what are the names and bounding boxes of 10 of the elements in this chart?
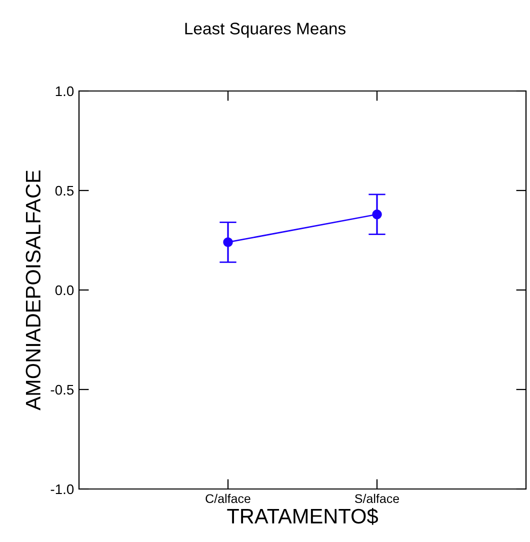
y-axis-title: AMONIADEPOISALFACE <box>26 170 41 410</box>
y-tick-label: 1.0 <box>56 86 74 96</box>
x-tick-label: C/alface <box>206 494 250 504</box>
x-tick-label: S/alface <box>354 494 400 504</box>
y-tick-label: 0.5 <box>55 186 74 196</box>
x-axis-title: TRATAMENTO$ <box>227 508 378 525</box>
chart-title: Least Squares Means <box>185 22 346 38</box>
y-tick-label: -1.0 <box>50 484 74 494</box>
y-tick-label: 0.0 <box>55 285 74 296</box>
y-tick-label: -0.5 <box>50 384 74 395</box>
